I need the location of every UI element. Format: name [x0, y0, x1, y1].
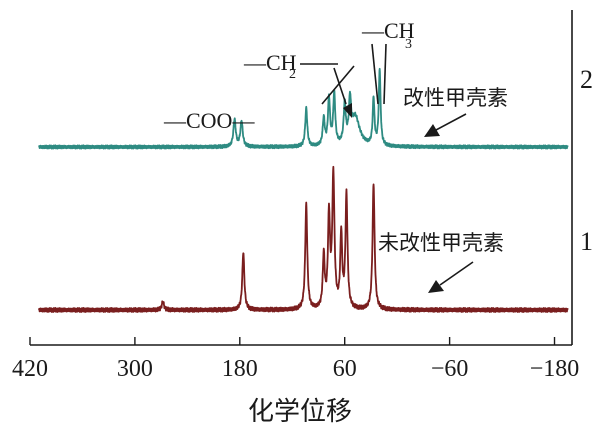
x-tick-label: 180	[222, 356, 258, 382]
series-group	[38, 67, 569, 313]
ch3-annotation-lines	[371, 43, 387, 105]
x-tick-label: 60	[333, 356, 357, 382]
ch2-label: —CH 2	[243, 50, 297, 82]
coo-label: —COO—	[163, 108, 255, 133]
arrow-to-curve-1	[428, 261, 474, 293]
curve-number-2: 2	[580, 65, 593, 94]
curve-number-1: 1	[580, 227, 593, 256]
svg-text:2: 2	[289, 67, 296, 82]
series-name-2: 改性甲壳素	[403, 86, 508, 110]
x-tick-label: −180	[530, 356, 580, 382]
svg-text:3: 3	[405, 37, 412, 52]
x-tick-label: −60	[431, 356, 469, 382]
svg-text:—CH: —CH	[243, 50, 297, 75]
spectrum-line-2	[38, 67, 569, 150]
x-axis-label: 化学位移	[248, 397, 352, 427]
arrow-to-curve-2	[424, 113, 467, 137]
x-tick-label: 420	[12, 356, 48, 382]
x-tick-label: 300	[117, 356, 153, 382]
spectrum-line-1	[38, 165, 569, 313]
x-ticks: 420 300 180 60 −60 −180	[12, 337, 579, 382]
ch3-label: —CH 3	[361, 18, 415, 52]
series-name-1: 未改性甲壳素	[378, 231, 504, 255]
svg-text:—CH: —CH	[361, 18, 415, 43]
ch2-annotation-lines	[300, 63, 355, 118]
